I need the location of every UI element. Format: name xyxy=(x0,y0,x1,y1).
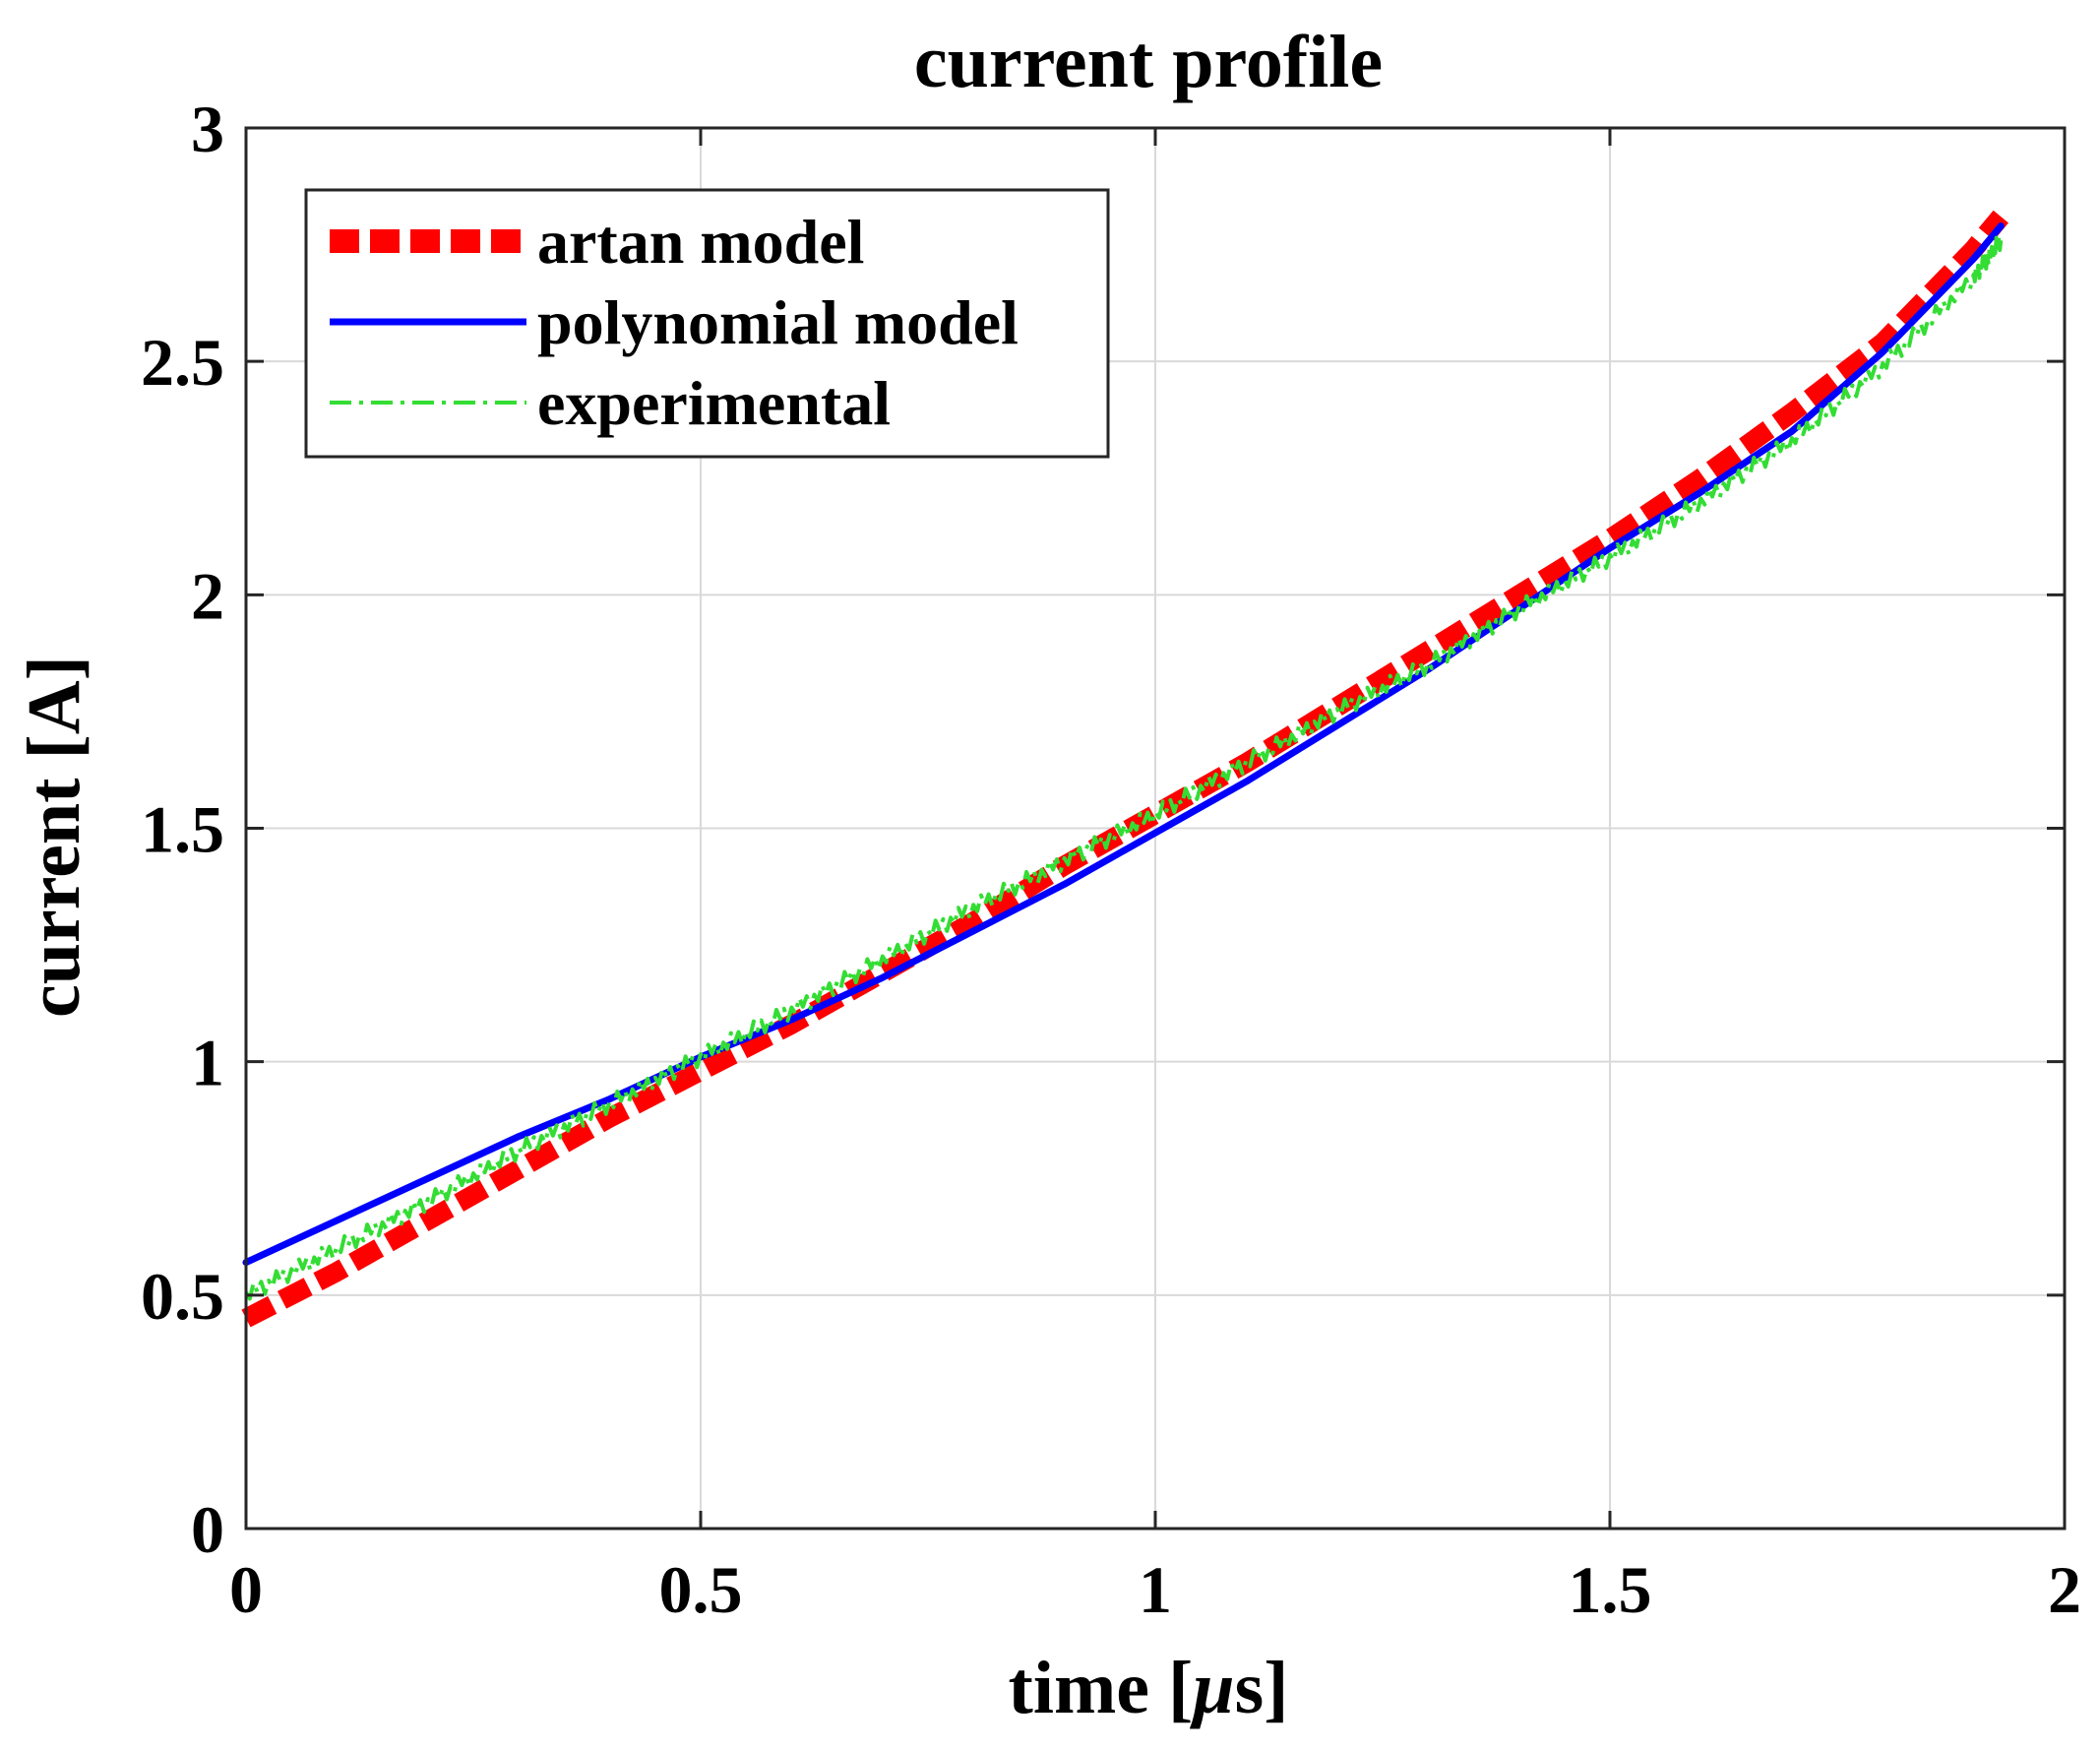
x-tick-labels: 0 0.5 1 1.5 2 xyxy=(229,1552,2081,1627)
y-tick-label: 0 xyxy=(191,1492,224,1567)
y-axis-label: current [A] xyxy=(13,656,95,1018)
x-tick-label: 2 xyxy=(2048,1552,2081,1627)
y-tick-label: 3 xyxy=(191,92,224,166)
tick-marks xyxy=(244,126,2067,1531)
x-tick-label: 1 xyxy=(1139,1552,1172,1627)
legend-label-artan-model: artan model xyxy=(537,207,864,277)
plot-series xyxy=(241,210,2008,1328)
series-line-polynomial-model xyxy=(242,222,2005,1267)
chart-title: current profile xyxy=(914,21,1383,103)
legend: artan model polynomial model experimenta… xyxy=(304,188,1110,459)
x-axis-label: time [μs] xyxy=(1009,1647,1289,1729)
y-tick-label: 1.5 xyxy=(141,792,224,867)
x-axis-label-start: time [ xyxy=(1009,1647,1194,1729)
x-axis-label-mu: μ xyxy=(1189,1647,1234,1729)
x-tick-label: 0.5 xyxy=(659,1552,743,1627)
legend-label-experimental: experimental xyxy=(537,368,891,438)
y-tick-label: 2.5 xyxy=(141,325,224,400)
legend-label-polynomial-model: polynomial model xyxy=(537,287,1019,357)
x-tick-label: 0 xyxy=(229,1552,263,1627)
y-tick-label: 0.5 xyxy=(141,1259,224,1334)
y-tick-label: 2 xyxy=(191,558,224,633)
y-tick-label: 1 xyxy=(191,1026,224,1100)
y-tick-labels: 0 0.5 1 1.5 2 2.5 3 xyxy=(141,92,224,1567)
x-axis-label-end: s] xyxy=(1235,1647,1289,1729)
series-line-artan-model xyxy=(241,210,2008,1328)
x-tick-label: 1.5 xyxy=(1569,1552,1652,1627)
